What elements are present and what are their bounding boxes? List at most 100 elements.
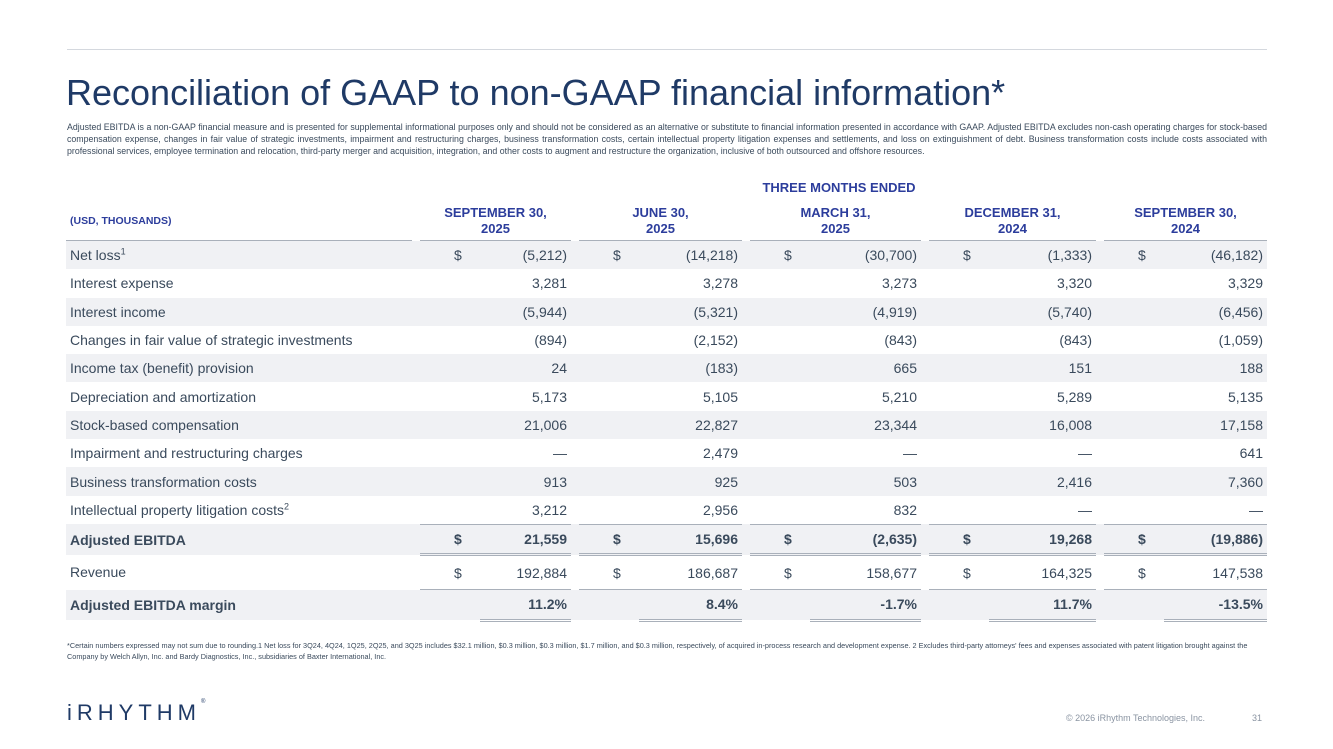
currency-symbol <box>750 589 810 621</box>
currency-symbol <box>579 496 639 525</box>
column-header-row: (USD, THOUSANDS) SEPTEMBER 30, 2025 JUNE … <box>66 201 1267 241</box>
currency-symbol <box>579 410 639 440</box>
cell-value: 186,687 <box>639 554 742 591</box>
currency-symbol <box>929 326 989 354</box>
cell-value: (183) <box>639 354 742 383</box>
cell-value: 15,696 <box>639 523 742 557</box>
column-header: SEPTEMBER 30, 2024 <box>1104 201 1267 241</box>
currency-symbol <box>1104 297 1164 326</box>
currency-symbol <box>420 297 480 326</box>
currency-symbol <box>750 496 810 525</box>
cell-value: (894) <box>534 332 567 349</box>
cell-value: 7,360 <box>1164 467 1267 496</box>
currency-symbol: $ <box>579 523 639 557</box>
page-number: 31 <box>1252 713 1263 723</box>
row-label: Interest income <box>66 297 412 326</box>
cell-value: — <box>1249 501 1263 518</box>
cell-value: (46,182) <box>1164 240 1267 270</box>
table-row: Net loss1 $ (5,212) $ (14,218) $ (30,700) $ (1,3… <box>66 240 1267 270</box>
currency-symbol: $ <box>420 240 480 270</box>
table-row: Business transformation costs 913 925 503 2,… <box>66 467 1267 496</box>
footnote-marker: 2 <box>284 501 290 512</box>
cell-value: (2,152) <box>693 332 738 349</box>
currency-symbol <box>929 354 989 383</box>
currency-symbol <box>420 439 480 467</box>
table-row: Interest income (5,944) (5,321) (4,919) (5,7… <box>66 297 1267 326</box>
currency-symbol <box>1104 439 1164 467</box>
cell-value: 24 <box>480 354 571 383</box>
cell-value: -1.7% <box>810 589 921 622</box>
cell-value: 3,273 <box>881 275 917 292</box>
row-label: Business transformation costs <box>66 467 412 496</box>
cell-value: 16,008 <box>989 410 1096 440</box>
cell-value: 2,479 <box>702 445 738 462</box>
table-row: Depreciation and amortization 5,173 5,105 5… <box>66 382 1267 410</box>
cell-value: 3,278 <box>702 275 738 292</box>
currency-symbol <box>579 467 639 496</box>
cell-value: — <box>903 445 917 462</box>
cell-value: 22,827 <box>639 410 742 440</box>
cell-value: 3,281 <box>531 275 567 292</box>
currency-symbol <box>929 496 989 525</box>
cell-value: 3,329 <box>1227 275 1263 292</box>
table-row: Impairment and restructuring charges — 2,4… <box>66 439 1267 467</box>
table-row: Revenue $192,884 $186,687 $158,677 $164,325 $… <box>66 554 1267 591</box>
cell-value: 5,105 <box>702 388 738 405</box>
cell-value: (19,886) <box>1164 523 1267 557</box>
cell-value: 5,210 <box>881 388 917 405</box>
table-row: Income tax (benefit) provision 24 (183) 665… <box>66 354 1267 383</box>
currency-symbol <box>1104 269 1164 297</box>
currency-symbol <box>420 410 480 440</box>
currency-symbol <box>750 467 810 496</box>
cell-value: (6,456) <box>1164 297 1267 326</box>
currency-symbol <box>929 589 989 621</box>
currency-symbol <box>929 382 989 410</box>
cell-value: 2,416 <box>989 467 1096 496</box>
cell-value: 23,344 <box>810 410 921 440</box>
cell-value: 832 <box>893 501 917 518</box>
row-label: Stock-based compensation <box>66 410 412 440</box>
cell-value: (14,218) <box>639 240 742 270</box>
row-label: Changes in fair value of strategic inves… <box>70 332 353 349</box>
currency-symbol: $ <box>929 523 989 557</box>
currency-symbol <box>750 354 810 383</box>
currency-symbol <box>420 589 480 621</box>
column-header: DECEMBER 31, 2024 <box>929 201 1096 241</box>
currency-symbol <box>420 467 480 496</box>
cell-value: -13.5% <box>1164 589 1267 622</box>
cell-value: 147,538 <box>1164 554 1267 591</box>
currency-symbol <box>420 269 480 297</box>
table-row: Stock-based compensation 21,006 22,827 23,3… <box>66 410 1267 440</box>
currency-symbol <box>750 297 810 326</box>
currency-symbol <box>579 354 639 383</box>
currency-symbol <box>420 326 480 354</box>
cell-value: 5,173 <box>531 388 567 405</box>
cell-value: (843) <box>1059 332 1092 349</box>
cell-value: 164,325 <box>989 554 1096 591</box>
currency-symbol <box>750 410 810 440</box>
currency-symbol <box>1104 467 1164 496</box>
cell-value: — <box>1078 445 1092 462</box>
footnote-marker: 1 <box>120 246 126 257</box>
cell-value: 17,158 <box>1164 410 1267 440</box>
currency-symbol <box>929 439 989 467</box>
currency-symbol: $ <box>1104 554 1164 591</box>
row-label: Adjusted EBITDA margin <box>66 589 412 621</box>
currency-symbol <box>929 467 989 496</box>
cell-value: 19,268 <box>989 523 1096 557</box>
top-divider <box>67 49 1267 50</box>
currency-symbol <box>929 297 989 326</box>
currency-symbol <box>1104 496 1164 525</box>
cell-value: 192,884 <box>480 554 571 591</box>
currency-symbol <box>750 326 810 354</box>
currency-symbol <box>579 589 639 621</box>
cell-value: — <box>1078 501 1092 518</box>
currency-symbol <box>579 326 639 354</box>
currency-symbol: $ <box>420 554 480 591</box>
column-header: JUNE 30, 2025 <box>579 201 742 241</box>
row-label: Intellectual property litigation costs2 <box>70 501 290 519</box>
currency-symbol <box>929 269 989 297</box>
row-label: Impairment and restructuring charges <box>70 445 303 462</box>
cell-value: 641 <box>1239 445 1263 462</box>
cell-value: 925 <box>639 467 742 496</box>
